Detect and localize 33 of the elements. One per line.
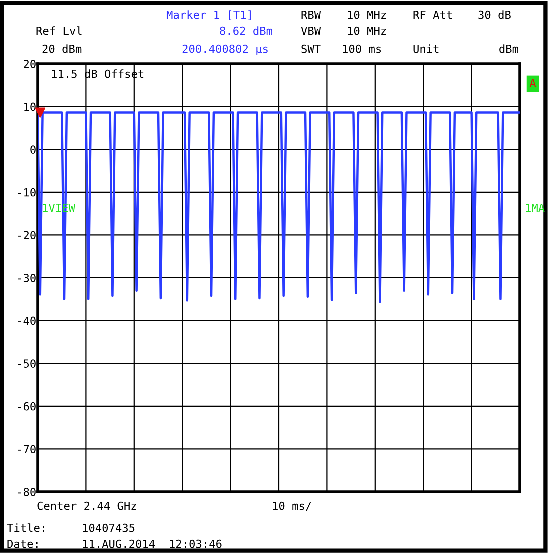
text: 10 ms/ [273, 502, 312, 512]
y-tick-label: -20 [18, 231, 36, 240]
text: Ref Lvl [36, 26, 82, 36]
y-tick-label: -50 [18, 360, 36, 368]
text: Unit [414, 44, 439, 54]
y-tick-label: -10 [18, 188, 36, 197]
text: 10 MHz [348, 10, 386, 20]
text: Marker 1 [T1] [166, 10, 251, 21]
y-tick-label: 20 [24, 60, 36, 68]
y-tick-label: 0 [30, 146, 36, 154]
text: 20 dBm [42, 44, 82, 54]
y-tick-label: 10 [24, 102, 36, 112]
text: 10 MHz [348, 26, 386, 36]
text: Date: [8, 540, 38, 548]
y-tick-label: -70 [18, 445, 36, 454]
text: Title: [7, 524, 44, 532]
y-tick-label: -60 [18, 402, 36, 411]
text: 10407435 [83, 524, 135, 532]
text: 11.AUG.2014 12:03:46 [83, 540, 222, 548]
y-tick-label: -30 [18, 274, 36, 282]
text: 200.400802 µs [182, 44, 268, 56]
text: SWT [302, 44, 321, 54]
text: 100 ms [343, 44, 382, 54]
text: Center 2.44 GHz [38, 502, 136, 510]
text: VBW [301, 26, 322, 36]
y-tick-label: -40 [18, 316, 36, 326]
text: RF Att [414, 10, 452, 20]
text: 30 dB [478, 10, 511, 20]
text: dBm [500, 44, 518, 54]
text: RBW [302, 10, 322, 20]
text: 8.62 dBm [220, 26, 272, 36]
y-tick-label: -80 [18, 488, 36, 496]
text: A [530, 78, 536, 88]
